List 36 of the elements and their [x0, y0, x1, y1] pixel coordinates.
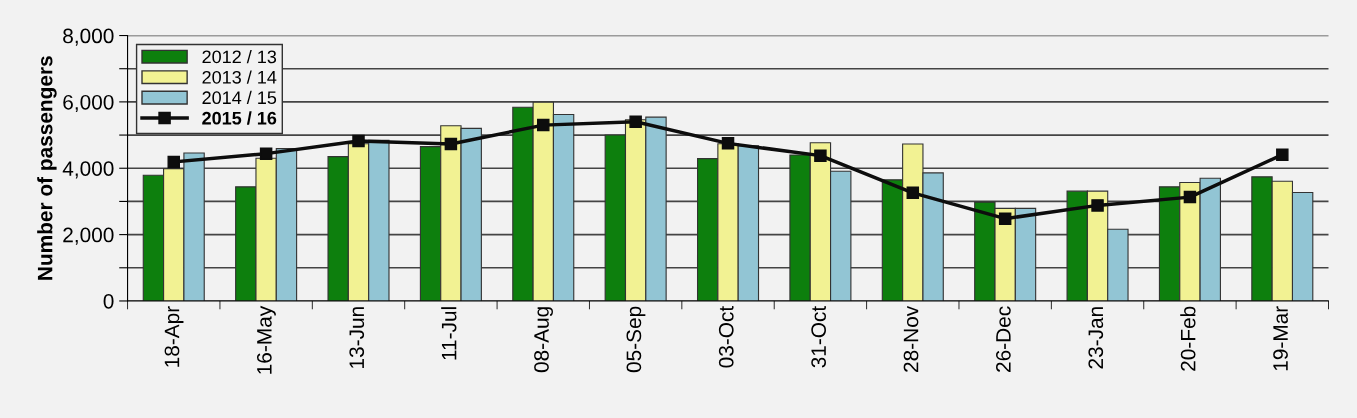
x-tick-label: 13-Jun — [349, 307, 365, 368]
point — [444, 137, 458, 151]
point — [1276, 148, 1289, 161]
x-tick-label: 08-Aug — [534, 307, 553, 373]
y-tick-label: 8,000 — [63, 28, 114, 46]
point — [629, 115, 642, 129]
y-tick-label: 6,000 — [63, 94, 114, 113]
y-tick-label: 0 — [103, 293, 114, 309]
point — [906, 186, 920, 200]
point — [814, 149, 827, 162]
point — [1091, 199, 1104, 212]
point — [1183, 190, 1197, 204]
point — [537, 118, 550, 132]
x-tick-label: 03-Oct — [718, 305, 734, 368]
legend-label: 2012 / 13 — [202, 49, 277, 64]
x-tick-label: 18-Apr — [164, 306, 184, 367]
y-axis-title: Number of passengers — [37, 56, 57, 280]
x-tick-label: 19-Mar — [1273, 306, 1288, 371]
x-tick-label: 20-Feb — [1180, 306, 1196, 371]
x-tick-label: 26-Dec — [996, 306, 1011, 372]
point — [998, 212, 1012, 225]
point — [259, 147, 273, 160]
point — [352, 134, 365, 148]
point — [167, 155, 180, 169]
y-tick-label: 4,000 — [62, 161, 114, 179]
x-tick-label: 28-Nov — [903, 305, 919, 372]
legend-label: 2015 / 16 — [202, 111, 277, 125]
x-tick-label: 31-Oct — [811, 305, 826, 368]
x-tick-label: 05-Sep — [626, 306, 646, 373]
legend-label: 2013 / 14 — [202, 70, 277, 84]
point — [721, 137, 735, 150]
x-tick-label: 16-May — [256, 305, 276, 374]
legend-label: 2014 / 15 — [202, 90, 277, 105]
y-tick-label: 2,000 — [63, 227, 114, 245]
x-tick-label: 23-Jan — [1088, 307, 1104, 369]
x-tick-label: 11-Jul — [441, 307, 457, 360]
